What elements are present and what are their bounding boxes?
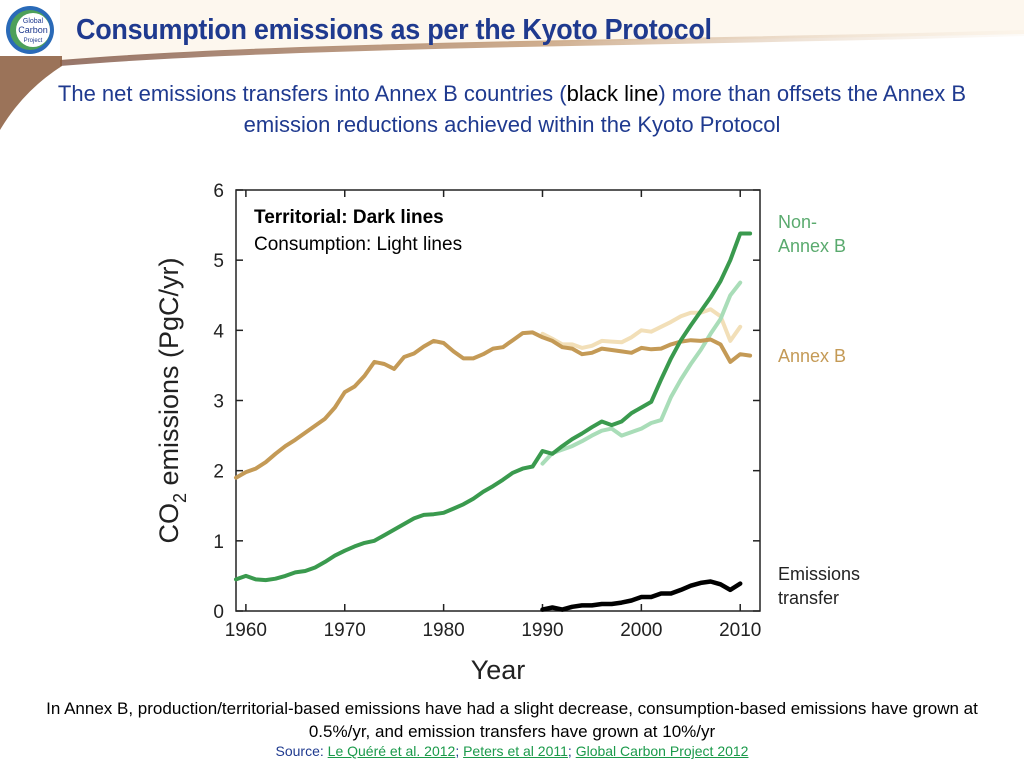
series-line-annex-b-consumption (540, 307, 743, 350)
series-line-emissions-transfer (540, 579, 743, 612)
x-tick-label: 2000 (620, 620, 662, 641)
source-link-gcp[interactable]: Global Carbon Project 2012 (575, 743, 749, 759)
subtitle-part2: ) more than offsets the Annex B emission… (243, 81, 967, 137)
y-axis-label: CO2 emissions (PgC/yr) (154, 257, 190, 543)
source-sep-1: ; (455, 743, 464, 759)
slide-title: Consumption emissions as per the Kyoto P… (76, 14, 712, 46)
legend-consumption: Consumption: Light lines (254, 234, 463, 255)
source-link-peters[interactable]: Peters et al 2011 (463, 743, 568, 759)
source-label: Source: (275, 743, 328, 759)
x-axis-label: Year (471, 655, 526, 685)
svg-text:Carbon: Carbon (18, 25, 48, 35)
series-label-non-annex-b: Annex B (778, 236, 846, 256)
x-tick-label: 2010 (719, 620, 761, 641)
y-tick-label: 0 (213, 602, 224, 623)
y-tick-label: 4 (213, 321, 224, 342)
series-label-non-annex-b: Non- (778, 212, 817, 232)
svg-text:Global: Global (23, 18, 44, 25)
chart-legend-note: Territorial: Dark lines Consumption: Lig… (254, 204, 462, 258)
subtitle-part1: The net emissions transfers into Annex B… (57, 81, 567, 106)
series-line-annex-b (234, 330, 753, 480)
y-tick-label: 3 (213, 392, 224, 413)
x-tick-label: 1980 (422, 620, 464, 641)
source-link-lequere[interactable]: Le Quéré et al. 2012 (327, 743, 456, 759)
y-tick-label: 6 (213, 181, 224, 202)
series-label-emissions-transfer: Emissions (778, 564, 860, 584)
svg-text:Project: Project (24, 38, 43, 44)
y-tick-label: 5 (213, 251, 224, 272)
y-tick-label: 2 (213, 462, 224, 483)
series-label-annex-b: Annex B (778, 346, 846, 366)
series-label-emissions-transfer: transfer (778, 588, 839, 608)
source-sep-2: ; (567, 743, 576, 759)
y-tick-label: 1 (213, 532, 224, 553)
slide-subtitle: The net emissions transfers into Annex B… (40, 78, 984, 140)
series-line-non-annex-b (234, 231, 753, 583)
bottom-summary: In Annex B, production/territorial-based… (46, 699, 978, 741)
emissions-line-chart: 0 1 2 3 4 5 6 1960 1970 1980 1990 2000 2010 Year CO2 e… (154, 181, 860, 685)
subtitle-black-line: black line (566, 81, 659, 106)
x-tick-label: 1990 (521, 620, 563, 641)
source-line: Source: Le Quéré et al. 2012; Peters et … (40, 743, 984, 759)
legend-territorial: Territorial: Dark lines (254, 207, 444, 228)
x-tick-label: 1960 (225, 620, 267, 641)
global-carbon-project-logo: Global Carbon Project (6, 6, 54, 54)
x-tick-label: 1970 (324, 620, 366, 641)
